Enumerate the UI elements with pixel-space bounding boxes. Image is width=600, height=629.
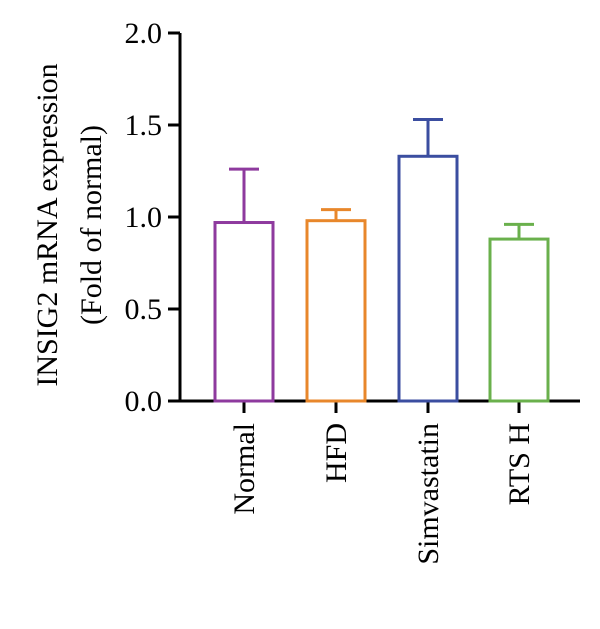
y-axis-label: INSIG2 mRNA expression (Fold of normal): [31, 63, 108, 386]
bar-rts-h: [488, 237, 550, 403]
y-tick-label: 0.0: [125, 385, 163, 418]
error-bars: [229, 117, 534, 240]
bar-hfd: [305, 219, 367, 403]
y-axis-label-line1: INSIG2 mRNA expression: [31, 63, 64, 386]
bars: [213, 154, 550, 403]
y-axis-label-line2: (Fold of normal): [75, 125, 108, 325]
x-axis: [180, 399, 580, 413]
y-axis: 0.0 0.5 1.0 1.5 2.0: [125, 17, 182, 418]
y-tick-label: 1.5: [125, 109, 163, 142]
bar-normal: [213, 221, 275, 403]
x-category-label: RTS H: [503, 423, 536, 505]
category-labels: Normal HFD Simvastatin RTS H: [228, 423, 536, 565]
x-category-label: HFD: [320, 423, 353, 483]
y-tick-label: 1.0: [125, 201, 163, 234]
x-category-label: Normal: [228, 423, 261, 515]
y-tick-label: 0.5: [125, 293, 163, 326]
x-category-label: Simvastatin: [412, 423, 445, 565]
bar-simvastatin: [397, 154, 459, 403]
y-tick-label: 2.0: [125, 17, 163, 50]
